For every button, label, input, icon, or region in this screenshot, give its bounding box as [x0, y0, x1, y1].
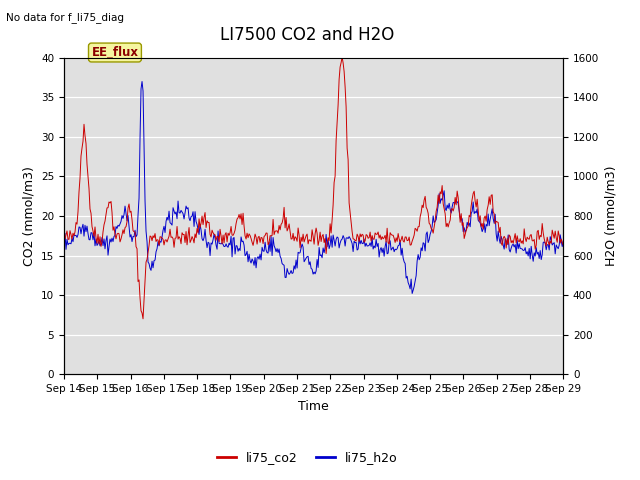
Y-axis label: CO2 (mmol/m3): CO2 (mmol/m3) [22, 166, 35, 266]
Text: EE_flux: EE_flux [92, 46, 138, 59]
Y-axis label: H2O (mmol/m3): H2O (mmol/m3) [605, 166, 618, 266]
Text: LI7500 CO2 and H2O: LI7500 CO2 and H2O [220, 26, 394, 45]
Text: No data for f_li75_diag: No data for f_li75_diag [6, 12, 124, 23]
X-axis label: Time: Time [298, 400, 329, 413]
Legend: li75_co2, li75_h2o: li75_co2, li75_h2o [212, 446, 403, 469]
